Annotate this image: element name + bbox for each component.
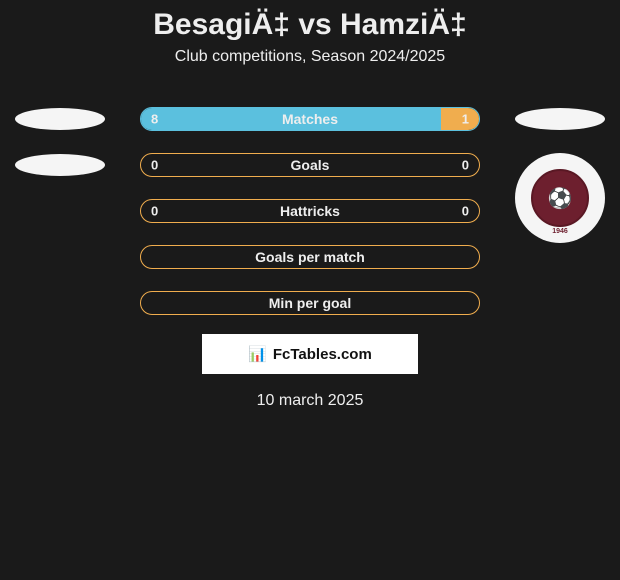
- stat-row: Goals per match: [0, 234, 620, 280]
- stat-bar: Min per goal: [140, 291, 480, 315]
- stat-bar: Goals 0 0: [140, 153, 480, 177]
- stat-value-right: 0: [462, 158, 469, 173]
- bars-container: Matches 8 1 Goals 0 0 ⚽1946 Hattricks 0 0 Goals pe…: [0, 96, 620, 326]
- badge-inner: ⚽: [531, 169, 589, 227]
- avatar-ellipse: [15, 154, 105, 176]
- stat-label: Min per goal: [269, 295, 351, 311]
- stat-bar: Goals per match: [140, 245, 480, 269]
- page-title: BesagiÄ‡ vs HamziÄ‡: [0, 8, 620, 42]
- date-label: 10 march 2025: [0, 392, 620, 410]
- stat-value-left: 8: [151, 112, 158, 127]
- stat-label: Goals: [291, 157, 330, 173]
- player-avatar-left: [15, 108, 105, 130]
- stat-value-right: 0: [462, 204, 469, 219]
- ball-icon: ⚽: [548, 186, 573, 211]
- player-avatar-right: [515, 108, 605, 130]
- bar-right-fill: [441, 108, 479, 130]
- avatar-ellipse: [515, 108, 605, 130]
- avatar-ellipse: [15, 108, 105, 130]
- player-avatar-left: [15, 154, 105, 176]
- stat-row: Matches 8 1: [0, 96, 620, 142]
- stat-label: Hattricks: [280, 203, 340, 219]
- chart-icon: 📊: [248, 345, 267, 363]
- club-badge-right: ⚽1946: [515, 153, 605, 243]
- attribution-text: FcTables.com: [273, 346, 372, 363]
- stat-value-right: 1: [462, 112, 469, 127]
- stat-row: ⚽1946Hattricks00: [0, 188, 620, 234]
- comparison-card: BesagiÄ‡ vs HamziÄ‡ Club competitions, S…: [0, 0, 620, 440]
- attribution: 📊 FcTables.com: [0, 334, 620, 374]
- stat-bar: Hattricks 0 0: [140, 199, 480, 223]
- attribution-box: 📊 FcTables.com: [202, 334, 418, 374]
- club-badge: ⚽1946: [515, 153, 605, 243]
- stat-value-left: 0: [151, 158, 158, 173]
- stat-label: Matches: [282, 111, 338, 127]
- stat-label: Goals per match: [255, 249, 365, 265]
- stat-bar: Matches 8 1: [140, 107, 480, 131]
- stat-row: Min per goal: [0, 280, 620, 326]
- subtitle: Club competitions, Season 2024/2025: [0, 48, 620, 66]
- stat-value-left: 0: [151, 204, 158, 219]
